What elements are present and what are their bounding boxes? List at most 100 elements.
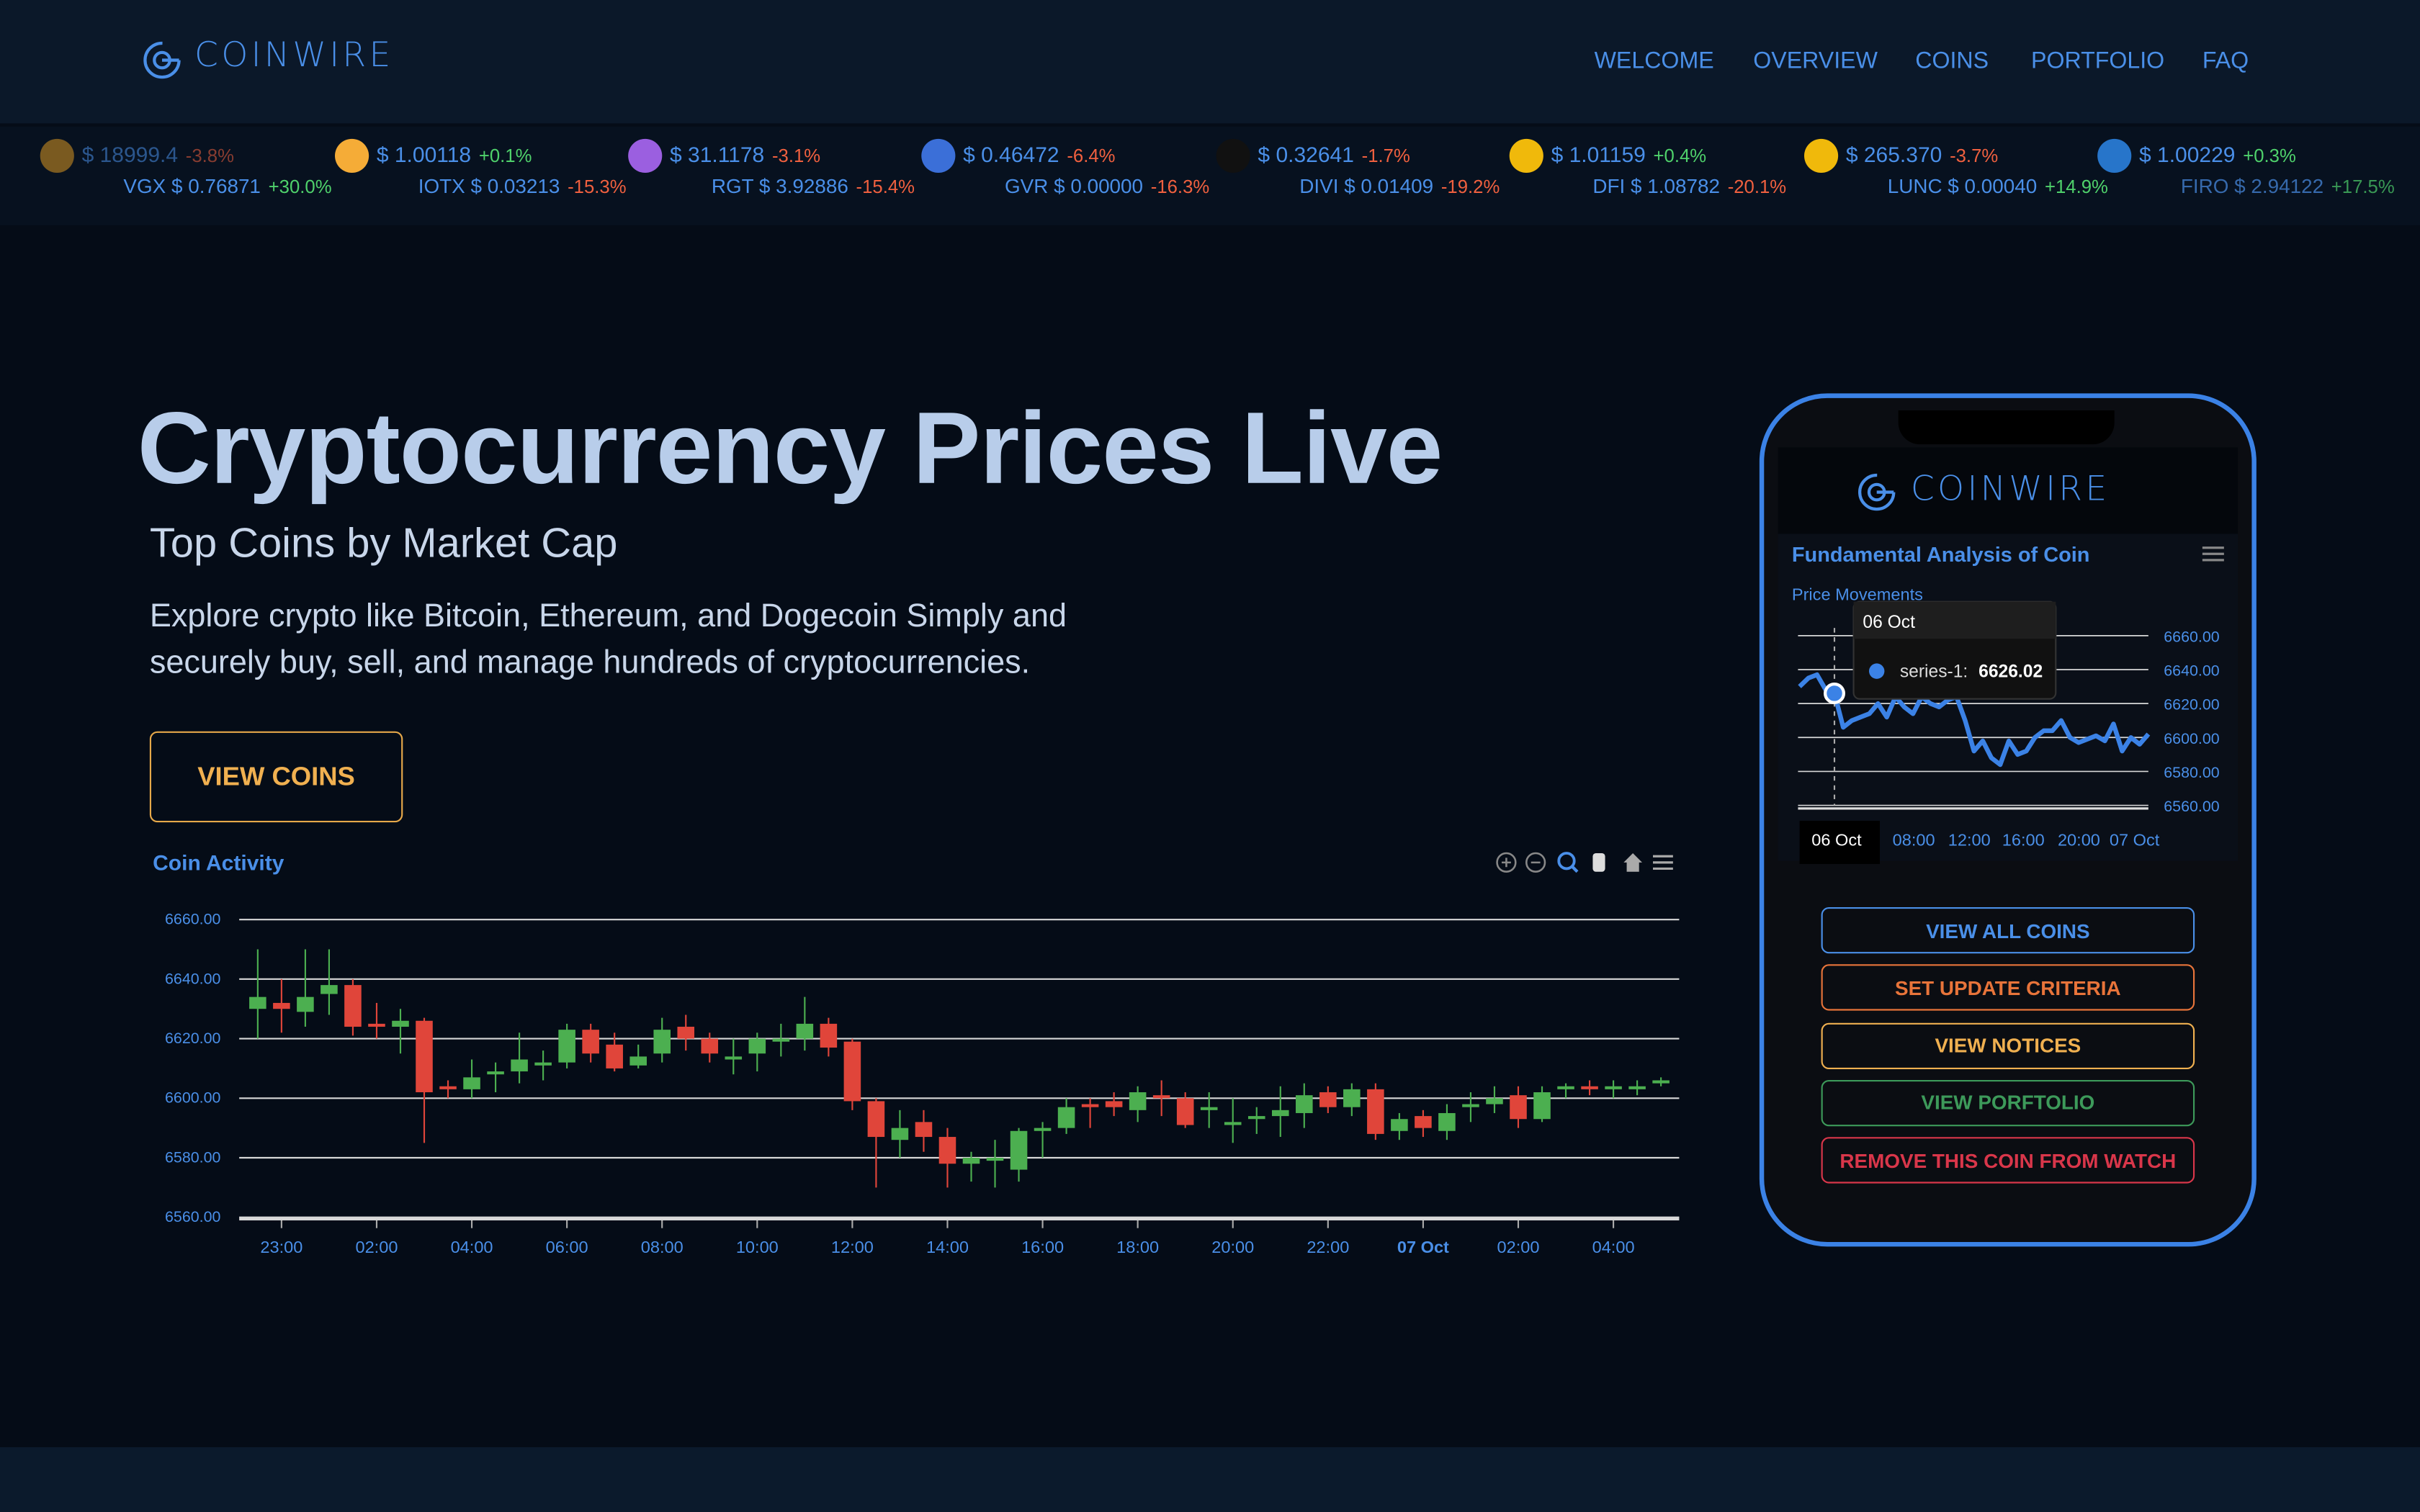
phone-button[interactable]: VIEW ALL COINS: [1821, 907, 2195, 954]
candle-body: [725, 1056, 743, 1060]
zoom-in[interactable]: [1496, 852, 1517, 873]
ticker-coin: DFI $ 1.08782: [1592, 174, 1720, 198]
candle-body: [1605, 1086, 1622, 1089]
candle-body: [1462, 1104, 1479, 1107]
candle-body: [1200, 1107, 1218, 1110]
coin-icon: [1804, 138, 1839, 173]
candle-body: [392, 1020, 409, 1027]
x-tick-label: 10:00: [736, 1238, 779, 1256]
x-tick-label: 14:00: [926, 1238, 969, 1256]
y-tick-label: 6660.00: [165, 911, 220, 928]
candle-body: [938, 1137, 956, 1164]
phone-chart-title: Fundamental Analysis of Coin: [1791, 543, 2090, 567]
nav-link[interactable]: OVERVIEW: [1753, 48, 1878, 74]
ticker-price: $ 1.00118: [376, 142, 472, 167]
ticker-item: $ 18999.4 -3.8%: [82, 142, 234, 166]
y-tick-label: 6600.00: [165, 1089, 220, 1107]
phone-chart-menu[interactable]: [2201, 544, 2226, 566]
phone-button[interactable]: VIEW PORFTOLIO: [1821, 1079, 2195, 1127]
candle-body: [344, 985, 362, 1027]
coin-icon: [2097, 138, 2132, 173]
candle-body: [249, 996, 266, 1009]
zoom-out[interactable]: [1525, 852, 1546, 873]
pan[interactable]: [1592, 853, 1605, 872]
candle-body: [701, 1038, 719, 1054]
candle-body: [273, 1002, 290, 1009]
candle-body: [1296, 1095, 1313, 1113]
x-tick-label: 06:00: [546, 1238, 588, 1256]
ticker-change: -15.3%: [568, 176, 627, 198]
ticker-change: +14.9%: [2044, 176, 2108, 198]
candle-body: [511, 1059, 528, 1072]
candle-body: [748, 1038, 766, 1054]
candle-body: [1081, 1104, 1099, 1107]
x-tick-label: 07 Oct: [1397, 1238, 1449, 1256]
logo[interactable]: COINWIRE: [194, 37, 394, 76]
candle-body: [1581, 1086, 1598, 1089]
view-coins-button[interactable]: VIEW COINS: [149, 731, 403, 823]
ticker-price: $ 0.46472: [963, 142, 1059, 167]
ticker-coin: VGX $ 0.76871: [123, 174, 261, 198]
ticker-change: -20.1%: [1727, 176, 1787, 198]
ticker-change: +17.5%: [2331, 176, 2395, 198]
candle-body: [582, 1030, 599, 1054]
candle-body: [558, 1030, 575, 1063]
nav-link[interactable]: COINS: [1915, 48, 1989, 74]
candle-body: [915, 1122, 933, 1138]
candle-body: [1034, 1128, 1052, 1131]
candle-body: [1105, 1101, 1123, 1107]
ticker-change: -1.7%: [1361, 145, 1410, 167]
candle-body: [439, 1086, 457, 1089]
candle-body: [1129, 1092, 1147, 1110]
candle-body: [368, 1023, 385, 1027]
candle-body: [1343, 1089, 1361, 1107]
ticker-price: $ 1.01159: [1551, 142, 1646, 167]
phone-logo-icon: [1858, 473, 1896, 511]
candle-body: [986, 1158, 1004, 1161]
candle-body: [1271, 1110, 1289, 1117]
nav-link[interactable]: FAQ: [2202, 48, 2249, 74]
ticker-price: $ 31.1178: [670, 142, 765, 167]
ticker-price: $ 18999.4: [81, 142, 179, 167]
ticker-item: LUNC $ 0.00040 +14.9%: [1888, 174, 2108, 197]
nav-link[interactable]: WELCOME: [1594, 48, 1714, 74]
zoom[interactable]: [1557, 852, 1576, 870]
candle-body: [1415, 1116, 1432, 1128]
x-tick-label: 04:00: [1592, 1238, 1635, 1256]
phone-button[interactable]: REMOVE THIS COIN FROM WATCH: [1821, 1137, 2195, 1184]
phone-button[interactable]: SET UPDATE CRITERIA: [1821, 964, 2195, 1012]
ticker: $ 18999.4 -3.8% $ 1.00118 +0.1% $ 31.1178 -3.…: [0, 126, 2420, 225]
candle-body: [1486, 1098, 1503, 1104]
candle-body: [677, 1027, 695, 1039]
nav-link[interactable]: PORTFOLIO: [2031, 48, 2165, 74]
hero-subtitle: Top Coins by Market Cap: [149, 520, 618, 567]
ticker-change: +0.4%: [1653, 145, 1707, 167]
candle-body: [463, 1077, 480, 1089]
ticker-change: -6.4%: [1067, 145, 1116, 167]
ticker-coin: LUNC $ 0.00040: [1887, 174, 2038, 198]
phone-button[interactable]: VIEW NOTICES: [1821, 1022, 2195, 1069]
candle-body: [1367, 1089, 1384, 1134]
y-tick-label: 6580.00: [165, 1148, 220, 1166]
candle-body: [1557, 1086, 1574, 1089]
ticker-price: $ 0.32641: [1258, 142, 1354, 167]
candle-body: [297, 996, 314, 1012]
chart-title: Coin Activity: [153, 850, 284, 875]
candle-body: [1224, 1122, 1242, 1125]
x-tick-label: 20:00: [1211, 1238, 1254, 1256]
phone-header: [1778, 447, 2238, 534]
reset[interactable]: [1623, 853, 1642, 872]
x-tick-label: 02:00: [355, 1238, 398, 1256]
chart-toolbar: [1496, 852, 1673, 873]
y-tick-label: 6560.00: [165, 1208, 220, 1225]
hero-title: Cryptocurrency Prices Live: [137, 390, 1443, 505]
menu[interactable]: [1653, 855, 1673, 870]
x-tick-label: 23:00: [260, 1238, 302, 1256]
ticker-item: FIRO $ 2.94122 +17.5%: [2181, 174, 2395, 197]
ticker-change: -19.2%: [1440, 176, 1500, 198]
ticker-coin: RGT $ 3.92886: [711, 174, 848, 198]
hero-description: Explore crypto like Bitcoin, Ethereum, a…: [149, 598, 1067, 680]
candle-body: [653, 1030, 671, 1054]
